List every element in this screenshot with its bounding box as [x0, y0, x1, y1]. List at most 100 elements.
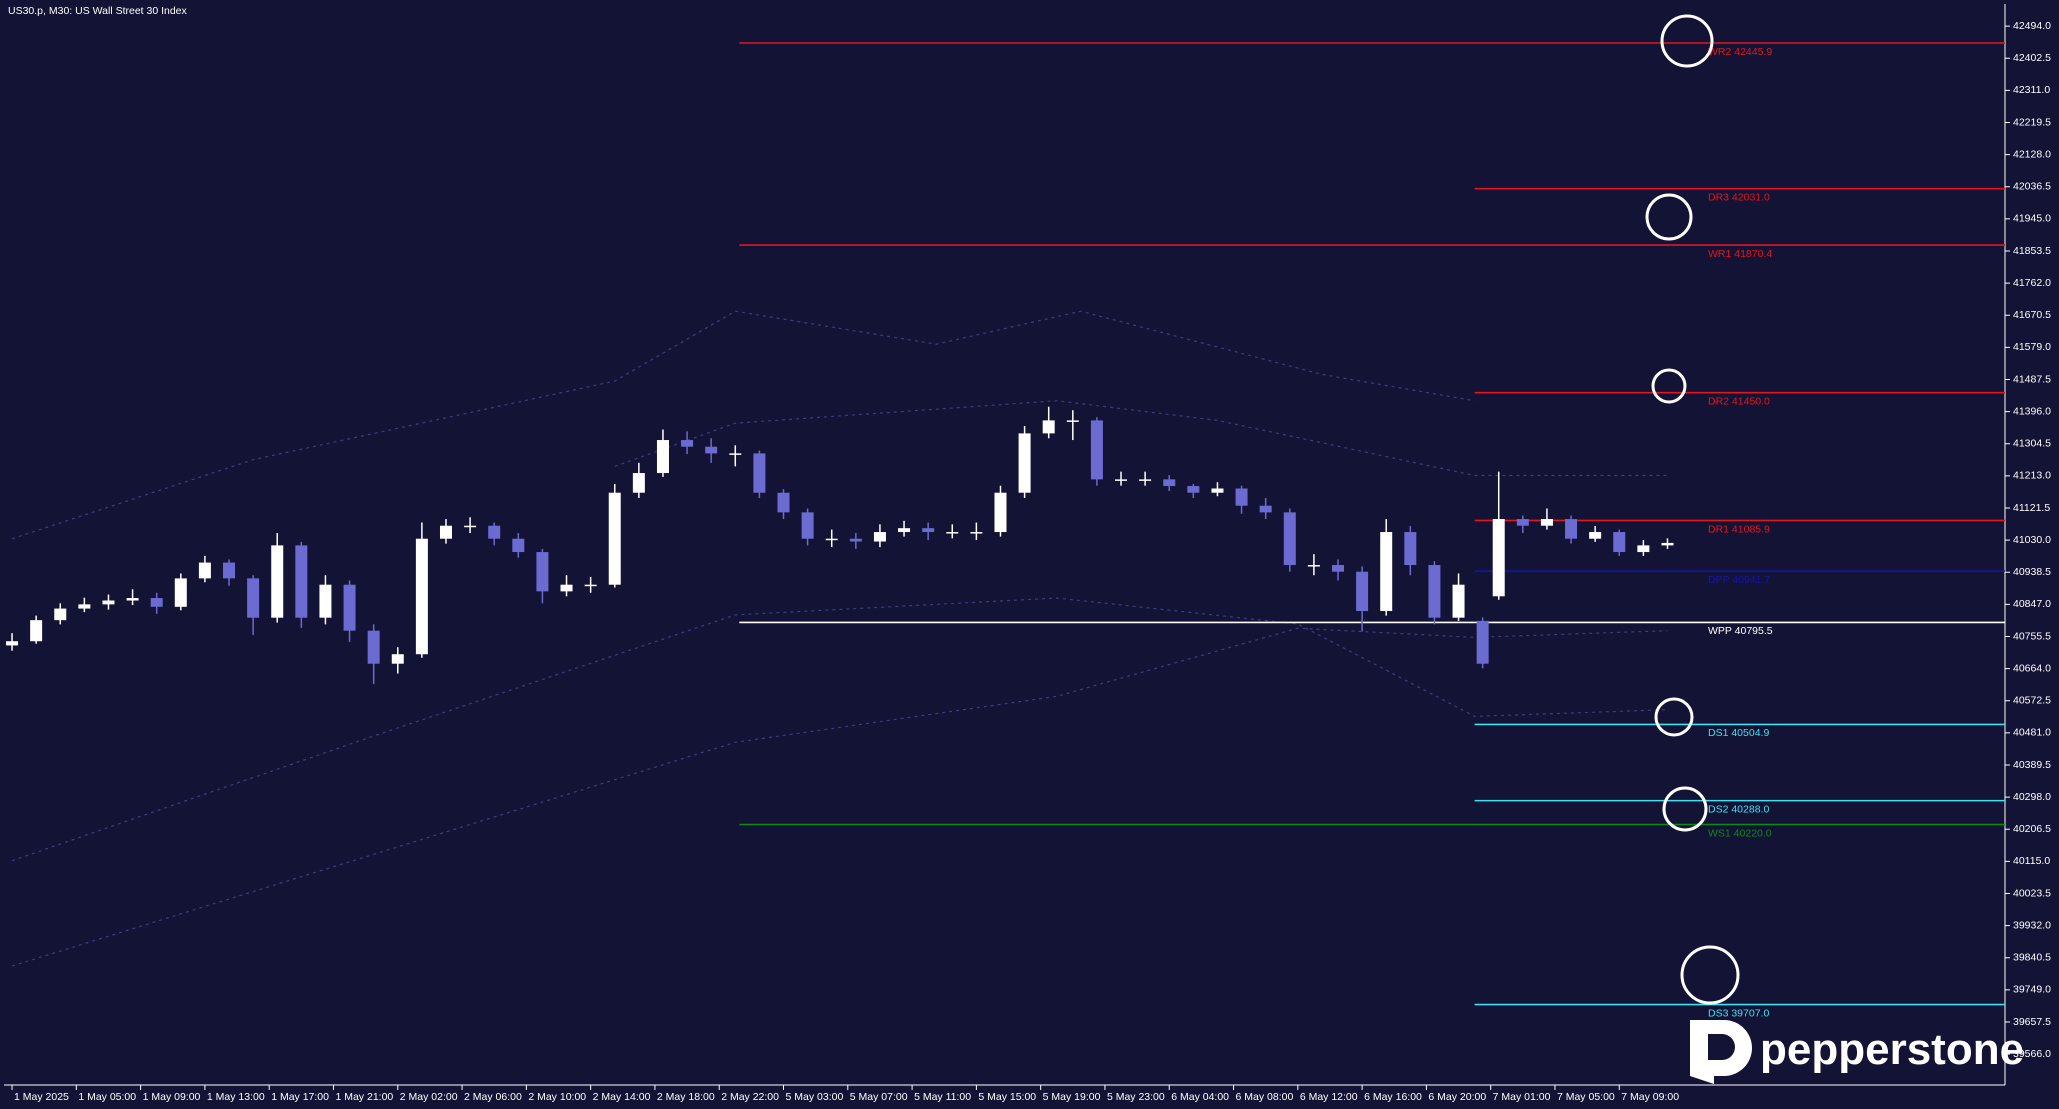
level-label: DPP 40941.7 — [1708, 574, 1770, 586]
y-tick-label: 41579.0 — [2013, 341, 2051, 353]
candle-body — [536, 552, 549, 592]
level-label: DR1 41085.9 — [1708, 523, 1770, 535]
y-tick-label: 42402.5 — [2013, 52, 2051, 64]
candle-body — [295, 545, 308, 618]
candle-body — [54, 608, 67, 621]
x-tick-label: 2 May 02:00 — [400, 1091, 458, 1103]
x-tick-label: 6 May 08:00 — [1236, 1091, 1294, 1103]
y-tick-label: 39840.5 — [2013, 952, 2051, 964]
y-tick-label: 41670.5 — [2013, 309, 2051, 321]
y-tick-label: 40847.0 — [2013, 598, 2051, 610]
x-tick-label: 1 May 09:00 — [143, 1091, 201, 1103]
candle-body — [1235, 488, 1248, 506]
candle-body — [1516, 519, 1529, 526]
candle-body — [319, 584, 332, 618]
candle-body — [78, 604, 91, 609]
y-tick-label: 39932.0 — [2013, 919, 2051, 931]
candle-body — [415, 538, 428, 655]
y-tick-label: 40389.5 — [2013, 759, 2051, 771]
y-tick-label: 39566.0 — [2013, 1048, 2051, 1060]
candle-body — [1211, 488, 1224, 493]
candle-body — [632, 473, 645, 493]
y-tick-label: 39657.5 — [2013, 1016, 2051, 1028]
level-label: DR2 41450.0 — [1708, 395, 1770, 407]
candle-body — [271, 545, 284, 618]
candle-body — [1042, 420, 1055, 434]
candle-body — [1307, 565, 1320, 567]
candle-body — [994, 492, 1007, 533]
candle-body — [1428, 565, 1441, 618]
candle-body — [681, 440, 694, 447]
level-label: WS1 40220.0 — [1708, 827, 1772, 839]
band-line — [11, 627, 1668, 967]
candle-body — [753, 453, 766, 493]
x-tick-label: 1 May 17:00 — [271, 1091, 329, 1103]
level-label: WR1 41870.4 — [1708, 248, 1772, 260]
y-tick-label: 41121.5 — [2013, 502, 2050, 514]
x-tick-label: 6 May 04:00 — [1171, 1091, 1229, 1103]
level-label: WPP 40795.5 — [1708, 625, 1773, 637]
y-tick-label: 40755.5 — [2013, 630, 2051, 642]
x-tick-label: 1 May 13:00 — [207, 1091, 265, 1103]
plot: 42494.0 42402.5 42311.0 42219.5 42128.0 42036… — [4, 4, 2051, 1103]
candle-body — [705, 446, 718, 454]
candle-body — [801, 512, 814, 539]
y-tick-label: 40298.0 — [2013, 791, 2051, 803]
y-tick-label: 41762.0 — [2013, 277, 2051, 289]
candle-body — [1637, 545, 1650, 553]
x-tick-label: 5 May 15:00 — [978, 1091, 1036, 1103]
candle-body — [1540, 519, 1553, 526]
circle — [1654, 697, 1694, 737]
y-tick-label: 41213.0 — [2013, 470, 2051, 482]
candle-body — [439, 525, 452, 539]
y-tick-label: 42219.5 — [2013, 116, 2051, 128]
y-tick-label: 41396.0 — [2013, 405, 2051, 417]
candle-body — [849, 538, 862, 542]
x-tick-label: 1 May 05:00 — [78, 1091, 136, 1103]
candle-body — [464, 525, 477, 528]
candle-body — [970, 532, 983, 534]
y-tick-label: 40023.5 — [2013, 887, 2051, 899]
y-tick-label: 42036.5 — [2013, 181, 2051, 193]
candle-body — [391, 654, 404, 664]
candle-body — [1259, 505, 1272, 513]
y-tick-label: 41487.5 — [2013, 373, 2051, 385]
candle-body — [1380, 532, 1393, 612]
logo-icon-cut — [1708, 1034, 1735, 1060]
y-tick-label: 41945.0 — [2013, 213, 2051, 225]
candle-body — [6, 641, 19, 646]
candle-body — [1283, 512, 1296, 566]
candle-body — [198, 562, 211, 579]
x-tick-label: 5 May 11:00 — [914, 1091, 971, 1103]
x-tick-label: 5 May 07:00 — [850, 1091, 908, 1103]
circle — [1662, 786, 1708, 832]
annotation-circles — [1645, 14, 1740, 1005]
x-tick-label: 2 May 14:00 — [593, 1091, 651, 1103]
candle-body — [584, 584, 597, 587]
candle-body — [922, 528, 935, 533]
candle-body — [512, 538, 525, 553]
candle-body — [898, 528, 911, 533]
candle-body — [1565, 519, 1578, 539]
y-tick-label: 42311.0 — [2013, 84, 2050, 96]
candle-body — [367, 630, 380, 664]
x-tick-label: 1 May 21:00 — [335, 1091, 393, 1103]
candle-body — [873, 532, 886, 542]
x-tick-label: 5 May 19:00 — [1043, 1091, 1101, 1103]
y-tick-label: 42494.0 — [2013, 20, 2051, 32]
candle-body — [608, 492, 621, 585]
x-tick-label: 2 May 22:00 — [721, 1091, 779, 1103]
x-tick-label: 7 May 01:00 — [1493, 1091, 1551, 1103]
level-label: WR2 42445.9 — [1708, 46, 1772, 58]
candle-body — [1163, 479, 1176, 487]
x-tick-label: 6 May 12:00 — [1300, 1091, 1358, 1103]
y-tick-label: 41304.5 — [2013, 438, 2051, 450]
candle-body — [1356, 571, 1369, 612]
circle — [1680, 945, 1740, 1005]
x-tick-label: 2 May 06:00 — [464, 1091, 522, 1103]
x-tick-label: 7 May 05:00 — [1557, 1091, 1615, 1103]
candle-body — [1452, 584, 1465, 618]
y-tick-label: 41030.0 — [2013, 534, 2051, 546]
